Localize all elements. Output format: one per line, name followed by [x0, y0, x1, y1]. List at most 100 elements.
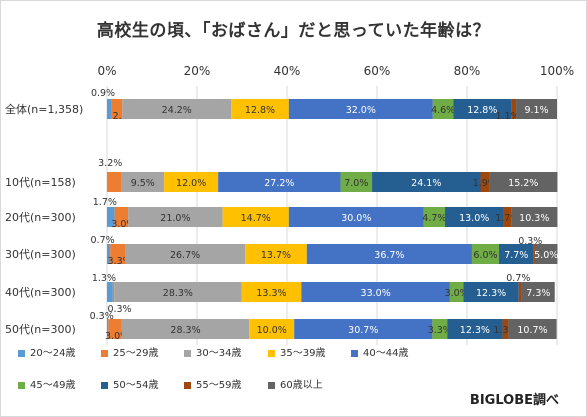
bar-segment — [125, 244, 246, 264]
bar-segment — [447, 319, 503, 339]
data-label: 7.0% — [344, 178, 368, 189]
bar-segment — [288, 207, 424, 227]
bar-segment — [294, 319, 433, 339]
data-label: 3.0% — [445, 288, 469, 299]
data-label: 3.2% — [98, 158, 122, 169]
bar-segment — [444, 207, 504, 227]
x-tick-label: 40% — [274, 64, 301, 78]
data-label: 7.3% — [526, 288, 550, 299]
legend-label: 20～24歳 — [30, 348, 76, 359]
data-label: 3.3% — [108, 256, 132, 267]
data-label: 7.7% — [504, 250, 528, 261]
data-label: 26.7% — [170, 250, 200, 261]
bar-segment — [511, 207, 558, 227]
data-label: 1.1% — [496, 111, 520, 122]
bar-segment — [534, 244, 558, 264]
bar-segment — [471, 244, 499, 264]
category-label: 50代(n=300) — [5, 323, 76, 336]
bar-segment — [516, 99, 557, 119]
x-tick-label: 100% — [540, 64, 574, 78]
data-label: 0.7% — [506, 273, 530, 284]
legend-item: 30～34歳 — [184, 344, 241, 359]
data-label: 0.9% — [91, 88, 115, 99]
data-label: 30.0% — [341, 213, 371, 224]
bar-segment — [340, 172, 373, 192]
chart-title: 高校生の頃、「おばさん」だと思っていた年齢は？ — [96, 21, 491, 41]
bar-segment — [218, 172, 341, 192]
bar-segment — [110, 244, 125, 264]
data-label: 33.0% — [361, 288, 391, 299]
bar-segment — [121, 319, 250, 339]
legend-swatch — [101, 381, 108, 389]
legend-label: 40～44歳 — [363, 348, 409, 359]
bar-segment — [453, 99, 512, 119]
bar-segment — [449, 282, 464, 302]
bar-segment — [533, 244, 535, 264]
bar-segment — [508, 319, 557, 339]
bar-segment — [372, 172, 481, 192]
x-tick-label: 60% — [364, 64, 391, 78]
legend-swatch — [18, 381, 25, 389]
legend-swatch — [351, 349, 358, 357]
bar-segment — [489, 172, 558, 192]
legend-item: 55～59歳 — [184, 376, 241, 391]
data-label: 13.7% — [261, 250, 291, 261]
bar-segment — [222, 207, 289, 227]
data-label: 0.3% — [518, 236, 542, 247]
bar-segment — [463, 282, 519, 302]
bar-segment — [164, 172, 219, 192]
legend-item: 35～39歳 — [268, 344, 325, 359]
x-tick-label: 20% — [184, 64, 211, 78]
data-label: 13.3% — [256, 288, 286, 299]
data-label: 21.0% — [160, 213, 190, 224]
bar-segment — [114, 207, 129, 227]
legend-label: 30～34歳 — [196, 348, 242, 359]
bar-segment — [107, 319, 109, 339]
bar-segment — [112, 282, 115, 302]
bar-segment — [301, 282, 450, 302]
data-label: 5.0% — [534, 250, 558, 261]
bar-segment — [480, 172, 490, 192]
data-label: 30.7% — [348, 325, 378, 336]
bar-segment — [502, 319, 509, 339]
bar-segment — [306, 244, 472, 264]
legend-item: 45～49歳 — [18, 376, 75, 391]
data-label: 9.5% — [131, 178, 155, 189]
data-label: 36.7% — [374, 250, 404, 261]
data-label: 12.8% — [245, 105, 275, 116]
legend-item: 20～24歳 — [18, 344, 75, 359]
data-label: 1.3% — [92, 273, 116, 284]
legend-label: 50～54歳 — [113, 380, 159, 391]
data-label: 0.7% — [91, 235, 115, 246]
legend-item: 50～54歳 — [101, 376, 158, 391]
data-label: 24.2% — [162, 105, 192, 116]
data-label: 15.2% — [508, 178, 538, 189]
bar-segment — [249, 319, 295, 339]
legend-swatch — [184, 349, 191, 357]
bar-segment — [432, 319, 448, 339]
bar-segment — [121, 172, 165, 192]
legend-label: 45～49歳 — [30, 380, 76, 391]
bar-segment — [423, 207, 445, 227]
data-label: 27.2% — [264, 178, 294, 189]
legend-swatch — [268, 381, 275, 389]
legend-swatch — [18, 349, 25, 357]
data-label: 0.3% — [107, 304, 131, 315]
bar-segment — [107, 244, 111, 264]
legend-label: 25～29歳 — [113, 348, 159, 359]
bar-segment — [432, 99, 454, 119]
bar-segment — [511, 99, 517, 119]
legend-item: 60歳以上 — [268, 376, 323, 391]
x-tick-label: 80% — [454, 64, 481, 78]
legend-item: 40～44歳 — [351, 344, 408, 359]
data-label: 28.3% — [170, 325, 200, 336]
data-label: 9.1% — [524, 105, 548, 116]
data-label: 10.3% — [519, 213, 549, 224]
data-label: 1.7% — [495, 213, 519, 224]
bar-segment — [108, 319, 122, 339]
legend-label: 55～59歳 — [196, 380, 242, 391]
data-label: 4.7% — [422, 213, 446, 224]
source-credit: BIGLOBE調べ — [469, 393, 559, 408]
bar-segment — [503, 207, 512, 227]
